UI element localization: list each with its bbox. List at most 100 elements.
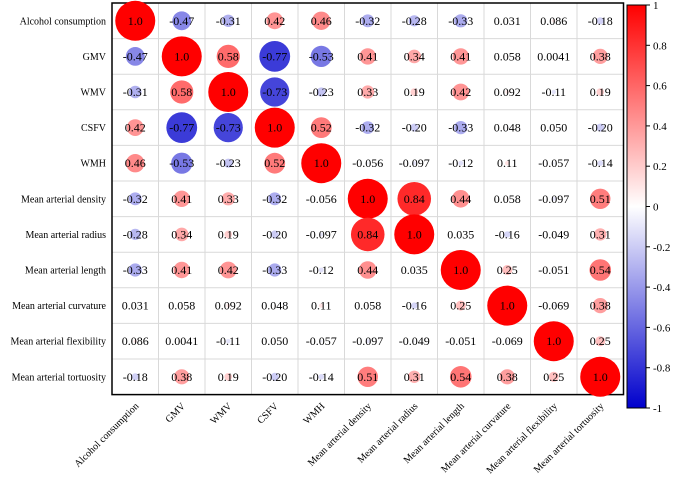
correlation-circle	[408, 15, 420, 27]
cell-value-label: 1.0	[174, 49, 189, 63]
cell-value-label: 0.086	[122, 334, 149, 348]
cell-value-label: 0.38	[497, 370, 518, 384]
cell-value-label: 0.19	[404, 85, 425, 99]
cell-value-label: -0.097	[538, 192, 569, 206]
cell-value-label: 1.0	[267, 121, 282, 135]
correlation-circle	[223, 158, 233, 168]
colorbar-tick-label: 0.8	[653, 40, 667, 52]
correlation-circle	[131, 373, 139, 381]
correlation-circle	[552, 304, 556, 307]
correlation-circle	[270, 230, 279, 239]
correlation-circle	[170, 80, 194, 104]
cell-value-label: -0.097	[352, 334, 383, 348]
cell-value-label: 0.54	[590, 263, 611, 277]
correlation-circle	[347, 178, 388, 219]
correlation-circle	[166, 112, 198, 143]
cell-value-label: -0.16	[495, 227, 520, 241]
correlation-circle	[454, 14, 468, 28]
colorbar-tick-label: -0.2	[653, 242, 670, 254]
correlation-circle	[580, 356, 621, 397]
correlation-circle	[440, 250, 481, 290]
correlation-circle	[260, 77, 290, 107]
cell-value-label: 0.38	[590, 299, 611, 313]
correlation-circle	[359, 48, 376, 65]
correlation-circle	[361, 85, 375, 99]
correlation-circle	[222, 14, 235, 27]
correlation-circle	[592, 48, 608, 64]
cell-value-label: 0.19	[218, 227, 239, 241]
plot-frame	[111, 2, 625, 396]
cell-value-label: -0.097	[306, 227, 337, 241]
correlation-circle	[128, 263, 142, 277]
correlation-circle	[589, 259, 612, 281]
correlation-circle	[451, 190, 470, 208]
circle-layer	[115, 0, 621, 397]
correlation-circle	[216, 44, 240, 68]
row-label: Mean arterial flexibility	[10, 337, 106, 348]
correlation-circle	[552, 162, 555, 165]
colorbar: 1 0.8 0.6 0.4 0.2 0 -0.2 -0.4 -0.6 -0.8 -1	[626, 0, 671, 415]
correlation-circle	[594, 228, 607, 241]
correlation-circle	[268, 192, 282, 206]
correlation-circle	[320, 340, 323, 343]
correlation-circle	[129, 85, 142, 99]
cell-value-label: 0.058	[354, 299, 381, 313]
correlation-circle	[596, 123, 605, 132]
correlation-circle	[551, 89, 556, 95]
cell-value-label: 0.050	[261, 334, 288, 348]
correlation-circle	[350, 217, 385, 252]
cell-value-label: -0.051	[445, 334, 476, 348]
cell-value-label: 1.0	[546, 334, 561, 348]
correlation-circle	[173, 190, 190, 207]
cell-value-label: -0.14	[309, 370, 334, 384]
cell-value-label: 0.84	[404, 192, 425, 206]
colorbar-tick-label: -0.8	[653, 363, 671, 375]
correlation-circle	[126, 154, 145, 173]
correlation-circle	[357, 366, 378, 387]
cell-value-label: -0.20	[402, 121, 427, 135]
correlation-circle	[533, 321, 574, 362]
cell-value-label: 1.0	[593, 370, 608, 384]
correlation-circle	[596, 17, 604, 25]
correlation-circle	[407, 49, 422, 64]
correlation-circle	[318, 267, 324, 273]
correlation-circle	[366, 162, 369, 165]
cell-value-label: 0.54	[450, 370, 471, 384]
cell-value-label: 0.19	[590, 85, 611, 99]
cell-value-label: 0.035	[401, 263, 428, 277]
correlation-circle	[455, 300, 466, 311]
cell-value-label: -0.73	[262, 85, 287, 99]
correlation-circle	[505, 161, 510, 166]
cell-value-label: 0.46	[311, 14, 332, 28]
correlation-circle	[460, 233, 462, 236]
cell-value-label: 0.035	[447, 227, 474, 241]
cell-value-label: 0.44	[357, 263, 378, 277]
cell-value-label: 0.0041	[165, 334, 198, 348]
cell-value-label: -0.32	[262, 192, 287, 206]
cell-value-label: -0.12	[309, 263, 334, 277]
cell-value-label: 0.34	[404, 49, 425, 63]
cell-value-label: -0.049	[399, 334, 430, 348]
cell-value-label: -0.051	[538, 263, 569, 277]
colorbar-tick-label: 1	[653, 0, 659, 12]
correlation-circle	[312, 11, 331, 31]
cell-value-label: -0.20	[262, 370, 287, 384]
cell-value-label: 0.58	[171, 85, 192, 99]
correlation-circle	[319, 303, 324, 308]
correlation-circle	[171, 152, 193, 174]
cell-value-label: 0.33	[357, 85, 378, 99]
cell-value-label: -0.31	[123, 85, 148, 99]
colorbar-gradient	[626, 4, 647, 409]
correlation-circle	[172, 11, 192, 31]
correlation-circle	[174, 227, 189, 242]
cell-value-label: -0.33	[448, 121, 473, 135]
cell-value-label: -0.33	[448, 14, 473, 28]
correlation-circle	[259, 41, 291, 72]
correlation-circle	[365, 339, 370, 344]
correlation-circle	[273, 340, 276, 343]
correlation-circle	[266, 12, 284, 30]
cell-value-label: -0.47	[169, 14, 194, 28]
correlation-circle	[505, 90, 510, 94]
cell-value-label: -0.14	[588, 156, 613, 170]
